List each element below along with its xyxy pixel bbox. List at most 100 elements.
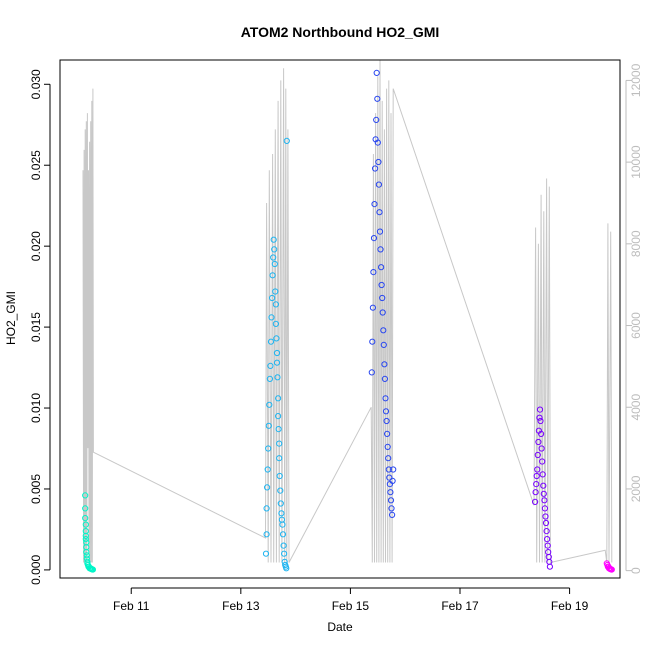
data-point bbox=[536, 414, 543, 421]
data-point bbox=[541, 497, 548, 504]
data-point bbox=[542, 519, 550, 527]
data-point bbox=[279, 531, 287, 538]
data-point bbox=[280, 542, 287, 549]
y2-tick-label: 6000 bbox=[629, 312, 643, 339]
data-point bbox=[370, 269, 377, 276]
data-point bbox=[385, 455, 392, 462]
data-point bbox=[540, 482, 547, 489]
data-point bbox=[272, 301, 279, 308]
y2-tick-label: 10000 bbox=[629, 145, 643, 179]
data-point bbox=[376, 209, 383, 216]
data-point bbox=[372, 165, 379, 172]
data-point bbox=[265, 445, 272, 452]
data-point bbox=[374, 139, 381, 146]
data-point bbox=[273, 349, 281, 357]
y-axis-label: HO2_GMI bbox=[4, 291, 18, 345]
data-point bbox=[374, 95, 381, 102]
data-point bbox=[283, 137, 290, 144]
data-point bbox=[385, 466, 392, 473]
data-point bbox=[384, 443, 391, 450]
data-point bbox=[376, 228, 384, 235]
plot-frame bbox=[59, 59, 621, 579]
data-point bbox=[544, 536, 551, 543]
y2-tick-label: 2000 bbox=[629, 475, 643, 502]
data-point bbox=[375, 181, 382, 188]
data-point bbox=[381, 375, 388, 382]
data-point bbox=[370, 235, 378, 242]
data-point bbox=[383, 417, 390, 425]
x-tick-label: Feb 15 bbox=[332, 599, 370, 613]
y-tick-label: 0.030 bbox=[29, 69, 43, 99]
data-point bbox=[266, 401, 273, 408]
data-point bbox=[267, 362, 274, 369]
data-point bbox=[534, 451, 541, 459]
data-point bbox=[270, 236, 277, 243]
data-point bbox=[373, 116, 380, 124]
data-point bbox=[83, 549, 90, 556]
data-point bbox=[389, 477, 396, 484]
data-point bbox=[278, 510, 285, 517]
data-point bbox=[380, 327, 387, 334]
x-tick-label: Feb 19 bbox=[551, 599, 589, 613]
points-layer bbox=[82, 69, 615, 573]
y2-tick-label: 0 bbox=[629, 567, 643, 574]
data-point bbox=[368, 369, 375, 376]
data-point bbox=[389, 511, 396, 519]
data-point bbox=[272, 320, 279, 327]
data-point bbox=[538, 445, 545, 452]
data-point bbox=[82, 492, 89, 499]
data-point bbox=[384, 430, 391, 437]
data-point bbox=[537, 417, 544, 425]
axes-layer: Feb 11 Feb 13 Feb 15 Feb 17 Feb 19 0.000 0.005… bbox=[29, 63, 643, 613]
y-tick-label: 0.025 bbox=[29, 150, 43, 180]
data-point bbox=[263, 505, 270, 512]
data-point bbox=[390, 466, 397, 473]
y-tick-label: 0.005 bbox=[29, 474, 43, 504]
data-point bbox=[270, 254, 277, 261]
data-point bbox=[277, 500, 284, 507]
series-1 bbox=[82, 492, 97, 573]
data-point bbox=[89, 566, 97, 573]
data-point bbox=[534, 466, 541, 473]
data-point bbox=[533, 481, 540, 488]
y2-tick-label: 8000 bbox=[629, 230, 643, 257]
data-point bbox=[546, 563, 554, 570]
data-point bbox=[375, 158, 382, 166]
data-point bbox=[386, 474, 393, 481]
y-tick-label: 0.015 bbox=[29, 312, 43, 342]
data-point bbox=[262, 550, 270, 557]
data-point bbox=[268, 314, 275, 321]
data-point bbox=[82, 532, 89, 540]
data-point bbox=[283, 565, 290, 572]
data-point bbox=[276, 455, 283, 462]
data-point bbox=[271, 260, 278, 268]
data-point bbox=[266, 375, 273, 382]
y-tick-label: 0.010 bbox=[29, 393, 43, 423]
data-point bbox=[263, 531, 270, 538]
data-point bbox=[387, 497, 395, 504]
data-point bbox=[369, 304, 376, 311]
data-point bbox=[539, 458, 546, 465]
data-point bbox=[387, 489, 394, 496]
data-point bbox=[381, 361, 388, 368]
data-point bbox=[273, 359, 281, 366]
data-point bbox=[264, 466, 271, 473]
x-tick-label: Feb 17 bbox=[441, 599, 479, 613]
data-point bbox=[82, 515, 89, 522]
data-point bbox=[532, 498, 539, 505]
data-point bbox=[388, 505, 395, 512]
data-point bbox=[269, 294, 276, 302]
data-point bbox=[82, 521, 89, 528]
data-point bbox=[279, 521, 286, 528]
data-point bbox=[377, 246, 384, 253]
y2-tick-label: 12000 bbox=[629, 63, 643, 97]
data-point bbox=[275, 426, 282, 433]
data-point bbox=[82, 536, 89, 543]
data-point bbox=[538, 430, 545, 437]
data-point bbox=[539, 471, 546, 478]
data-point bbox=[265, 422, 272, 429]
data-point bbox=[82, 505, 89, 512]
x-axis-label: Date bbox=[327, 620, 353, 634]
